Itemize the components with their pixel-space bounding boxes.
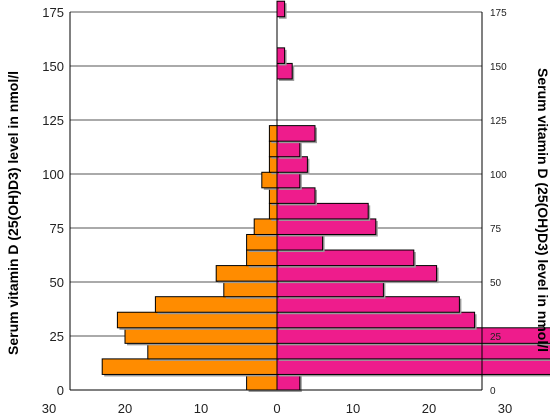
x-tick-label-5: 0 <box>273 401 280 416</box>
bar-right-15 <box>276 140 301 158</box>
bar-right-5 <box>276 296 460 313</box>
bar-right-16 <box>276 125 316 142</box>
bar-right-20 <box>276 62 293 80</box>
bar-right-24 <box>276 0 286 18</box>
bar-left-13 <box>261 171 278 189</box>
bars <box>101 0 550 392</box>
x-tick-label-7: 20 <box>422 401 436 416</box>
x-tick-label-4: 10 <box>194 401 208 416</box>
bar-left-9 <box>246 233 278 251</box>
bar-left-16 <box>268 125 278 142</box>
y-tick-label-right-175: 175 <box>490 8 507 19</box>
y-tick-label-left-75: 75 <box>50 221 64 236</box>
y-tick-label-left-100: 100 <box>42 167 64 182</box>
y-tick-label-right-100: 100 <box>490 170 507 181</box>
x-tick-label-3: 20 <box>118 401 132 416</box>
bar-left-10 <box>253 218 278 235</box>
bar-right-9 <box>276 233 324 251</box>
bar-left-8 <box>246 249 278 267</box>
y-tick-label-right-0: 0 <box>490 386 496 397</box>
y-tick-label-left-25: 25 <box>50 329 64 344</box>
bar-right-0 <box>276 373 301 391</box>
bar-left-1 <box>101 358 278 375</box>
bar-right-3 <box>276 327 550 344</box>
bar-right-13 <box>276 171 301 189</box>
bar-left-0 <box>246 373 278 391</box>
x-tick-label-6: 10 <box>346 401 360 416</box>
x-tick-label-8: 30 <box>498 401 512 416</box>
y-tick-label-right-25: 25 <box>490 332 502 343</box>
y-tick-label-right-50: 50 <box>490 278 502 289</box>
bar-right-10 <box>276 218 377 235</box>
bar-left-4 <box>116 311 278 329</box>
bar-right-21 <box>276 47 286 64</box>
bar-right-4 <box>276 311 476 329</box>
y-tick-label-left-175: 175 <box>42 5 64 20</box>
bar-right-6 <box>276 280 384 298</box>
bar-right-8 <box>276 249 415 267</box>
y-tick-label-left-50: 50 <box>50 275 64 290</box>
y-tick-label-left-125: 125 <box>42 113 64 128</box>
bar-left-7 <box>215 265 278 282</box>
left-axis-title: Serum vitamin D (25(OH)D3) level in nmol… <box>5 71 21 355</box>
bar-right-14 <box>276 156 308 173</box>
bar-left-5 <box>154 296 278 313</box>
y-tick-label-left-0: 0 <box>57 383 64 398</box>
y-tick-label-right-75: 75 <box>490 224 502 235</box>
bar-right-2 <box>276 342 550 360</box>
tick-labels: 0025255050757510010012512515015017517550… <box>42 5 512 416</box>
bar-left-15 <box>268 140 278 158</box>
bar-right-12 <box>276 187 316 204</box>
bar-right-7 <box>276 265 438 282</box>
bar-right-11 <box>276 202 369 220</box>
bar-left-12 <box>268 187 278 204</box>
bar-left-11 <box>268 202 278 220</box>
axes <box>69 12 483 391</box>
bar-left-3 <box>124 327 278 344</box>
y-tick-label-left-150: 150 <box>42 59 64 74</box>
bar-left-14 <box>268 156 278 173</box>
right-axis-title: Serum vitamin D (25(OH)D3) level in nmol… <box>535 68 550 352</box>
y-tick-label-right-125: 125 <box>490 116 507 127</box>
x-tick-label-2: 30 <box>42 401 56 416</box>
y-tick-label-right-150: 150 <box>490 62 507 73</box>
bar-left-2 <box>147 342 278 360</box>
bar-left-6 <box>223 280 278 298</box>
bar-right-1 <box>276 358 550 375</box>
